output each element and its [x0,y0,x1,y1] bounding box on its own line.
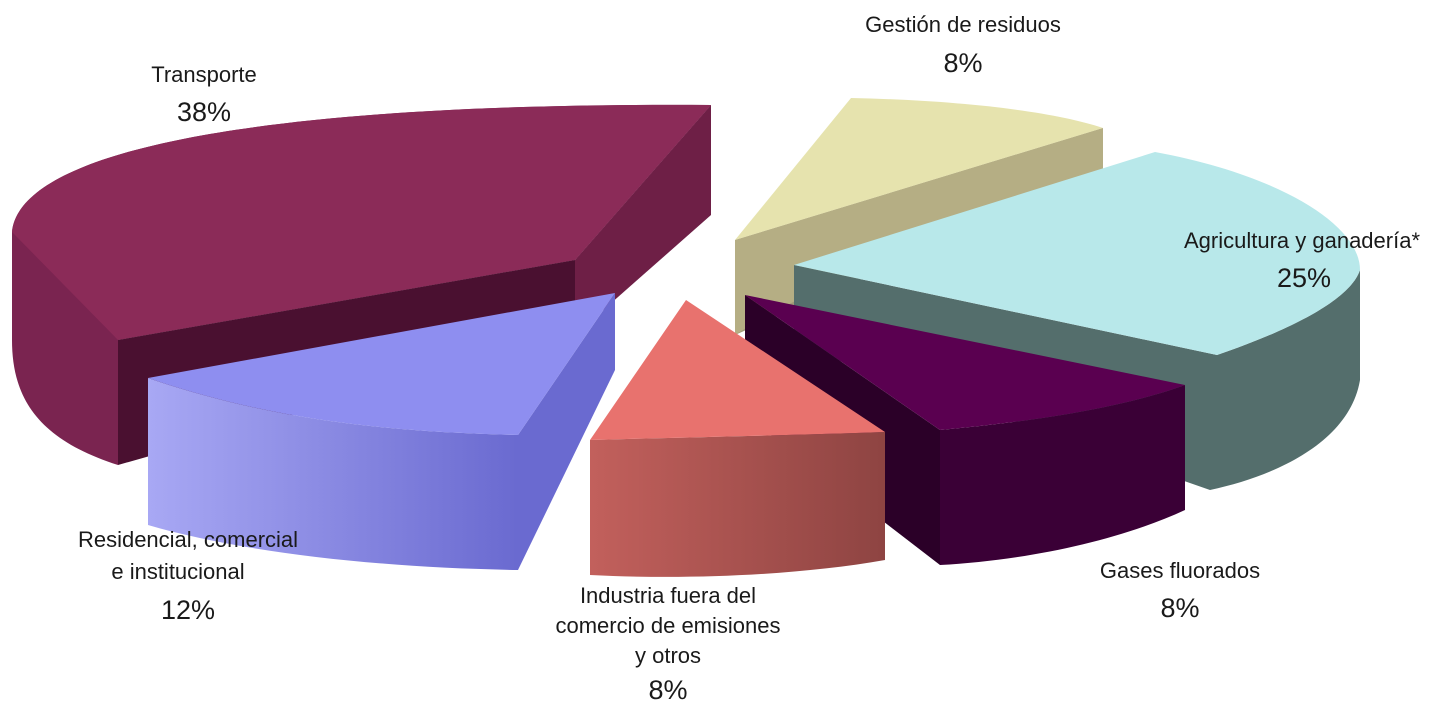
slice-gases-fluorados-top [745,295,1185,430]
slice-industria-top [590,300,885,440]
slice-label-gestion-residuos: Gestión de residuos 8% [865,12,1061,78]
slice-label-industria-line3: y otros [635,643,701,668]
slice-industria [590,300,885,577]
slice-residencial [148,293,615,570]
slice-label-industria-line1: Industria fuera del [580,583,756,608]
slice-residencial-top [148,293,615,435]
slice-label-gases-fluorados-name: Gases fluorados [1100,558,1260,583]
slice-label-agricultura-name: Agricultura y ganadería* [1184,228,1420,253]
slice-label-transporte-name: Transporte [151,62,257,87]
slice-label-agricultura-percent: 25% [1277,263,1331,293]
slice-label-gestion-residuos-percent: 8% [943,48,982,78]
slice-label-residencial: Residencial, comercial e institucional 1… [78,527,298,625]
slice-agricultura-top [794,152,1360,355]
slice-label-transporte-percent: 38% [177,97,231,127]
slice-label-gestion-residuos-name: Gestión de residuos [865,12,1061,37]
slice-residencial-side [518,293,615,570]
slice-label-industria-line2: comercio de emisiones [556,613,781,638]
slice-label-agricultura: Agricultura y ganadería* 25% [1184,228,1420,293]
slice-industria-front [590,432,885,577]
slice-label-residencial-line1: Residencial, comercial [78,527,298,552]
slice-label-industria: Industria fuera del comercio de emisione… [556,583,781,705]
slice-label-residencial-line2: e institucional [111,559,244,584]
slice-transporte-top [12,104,711,341]
slice-label-gases-fluorados-percent: 8% [1160,593,1199,623]
slice-transporte-side [575,105,711,335]
slice-label-industria-percent: 8% [648,675,687,705]
slice-residencial-front [148,378,518,570]
slice-label-transporte: Transporte 38% [151,62,257,127]
slice-gases-fluorados-outer [940,385,1185,565]
slice-label-gases-fluorados: Gases fluorados 8% [1100,558,1260,623]
slice-label-residencial-percent: 12% [161,595,215,625]
slice-gestion-residuos-top [735,98,1103,240]
